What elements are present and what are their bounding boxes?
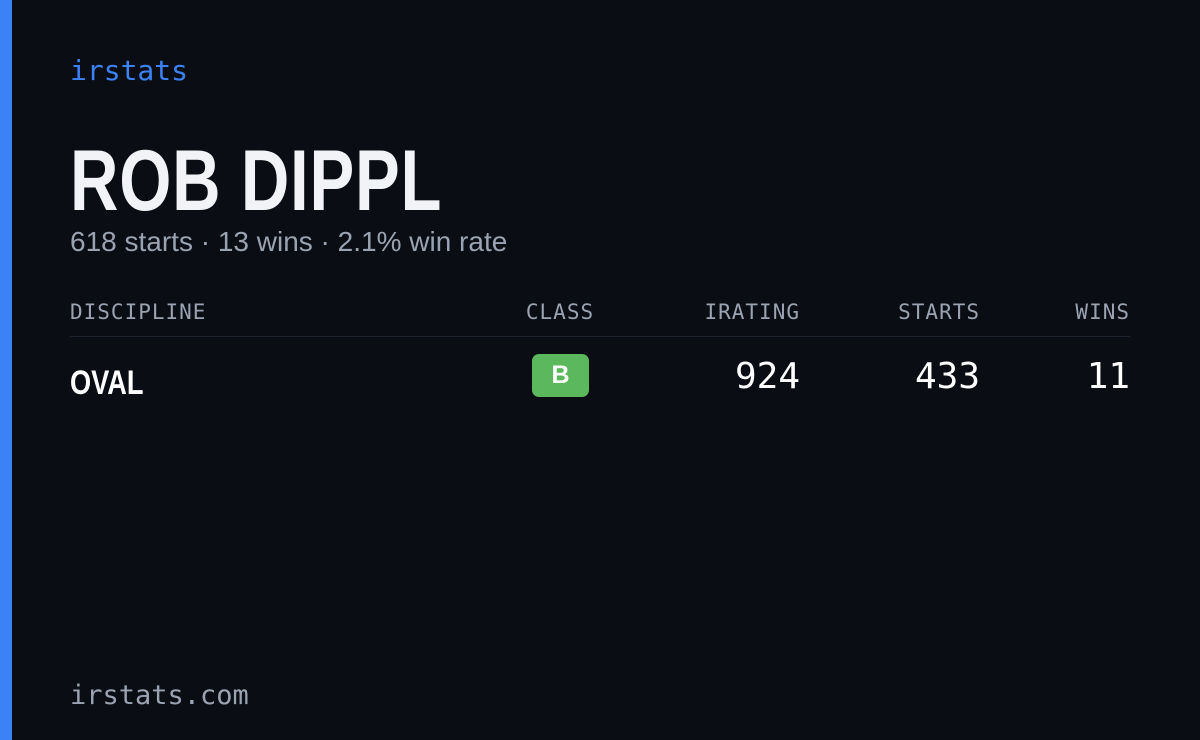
footer-url: irstats.com [70, 680, 249, 711]
wins: 11 [1086, 356, 1130, 397]
driver-name: ROB DIPPL [70, 133, 443, 229]
column-header: STARTS [898, 300, 980, 324]
class-badge: B [532, 354, 589, 397]
column-header: DISCIPLINE [70, 300, 207, 324]
discipline: OVAL [70, 364, 144, 402]
starts: 433 [914, 356, 980, 397]
header-divider [70, 336, 1130, 337]
column-header: WINS [1075, 300, 1130, 324]
column-header: IRATING [704, 300, 800, 324]
driver-summary: 618 starts · 13 wins · 2.1% win rate [70, 226, 508, 257]
column-header: CLASS [525, 300, 595, 324]
brand: irstats [70, 54, 189, 87]
irating: 924 [734, 356, 800, 397]
accent-bar [0, 0, 12, 740]
